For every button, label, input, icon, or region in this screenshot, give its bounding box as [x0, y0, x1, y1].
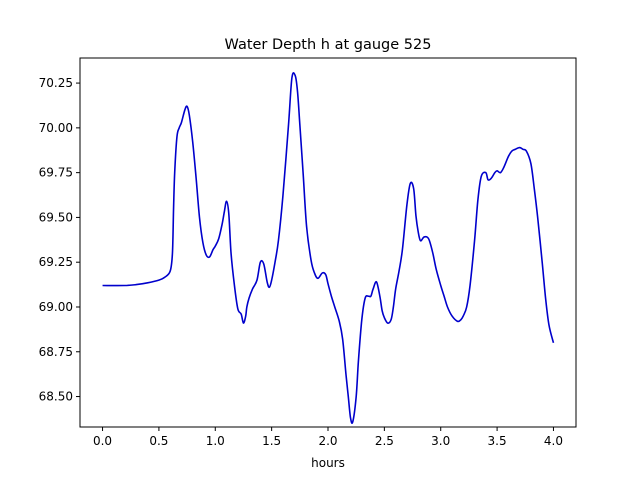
x-tick-label: 2.5 — [375, 434, 394, 448]
chart-title: Water Depth h at gauge 525 — [225, 37, 432, 53]
series-line — [102, 72, 555, 424]
y-tick-label: 70.25 — [39, 76, 73, 90]
x-tick-label: 0.0 — [93, 434, 112, 448]
y-tick-label: 68.50 — [39, 390, 73, 404]
y-tick-label: 69.00 — [39, 300, 73, 314]
x-tick-label: 1.0 — [206, 434, 225, 448]
y-tick-label: 68.75 — [39, 345, 73, 359]
y-axis-ticks: 68.50 68.75 69.00 69.25 69.50 69.75 70.00 70.25 — [39, 76, 80, 404]
x-tick-label: 0.5 — [149, 434, 168, 448]
x-axis-ticks: 0.0 0.5 1.0 1.5 2.0 2.5 3.0 3.5 4.0 — [93, 427, 563, 448]
y-tick-label: 70.00 — [39, 121, 73, 135]
plot-frame — [79, 57, 577, 428]
x-tick-label: 3.5 — [488, 434, 507, 448]
y-tick-label: 69.75 — [39, 166, 73, 180]
x-tick-label: 2.0 — [318, 434, 337, 448]
x-tick-label: 1.5 — [262, 434, 281, 448]
x-tick-label: 3.0 — [431, 434, 450, 448]
x-tick-label: 4.0 — [544, 434, 563, 448]
y-tick-label: 69.25 — [39, 255, 73, 269]
y-tick-label: 69.50 — [39, 210, 73, 224]
x-axis-label: hours — [311, 456, 345, 470]
